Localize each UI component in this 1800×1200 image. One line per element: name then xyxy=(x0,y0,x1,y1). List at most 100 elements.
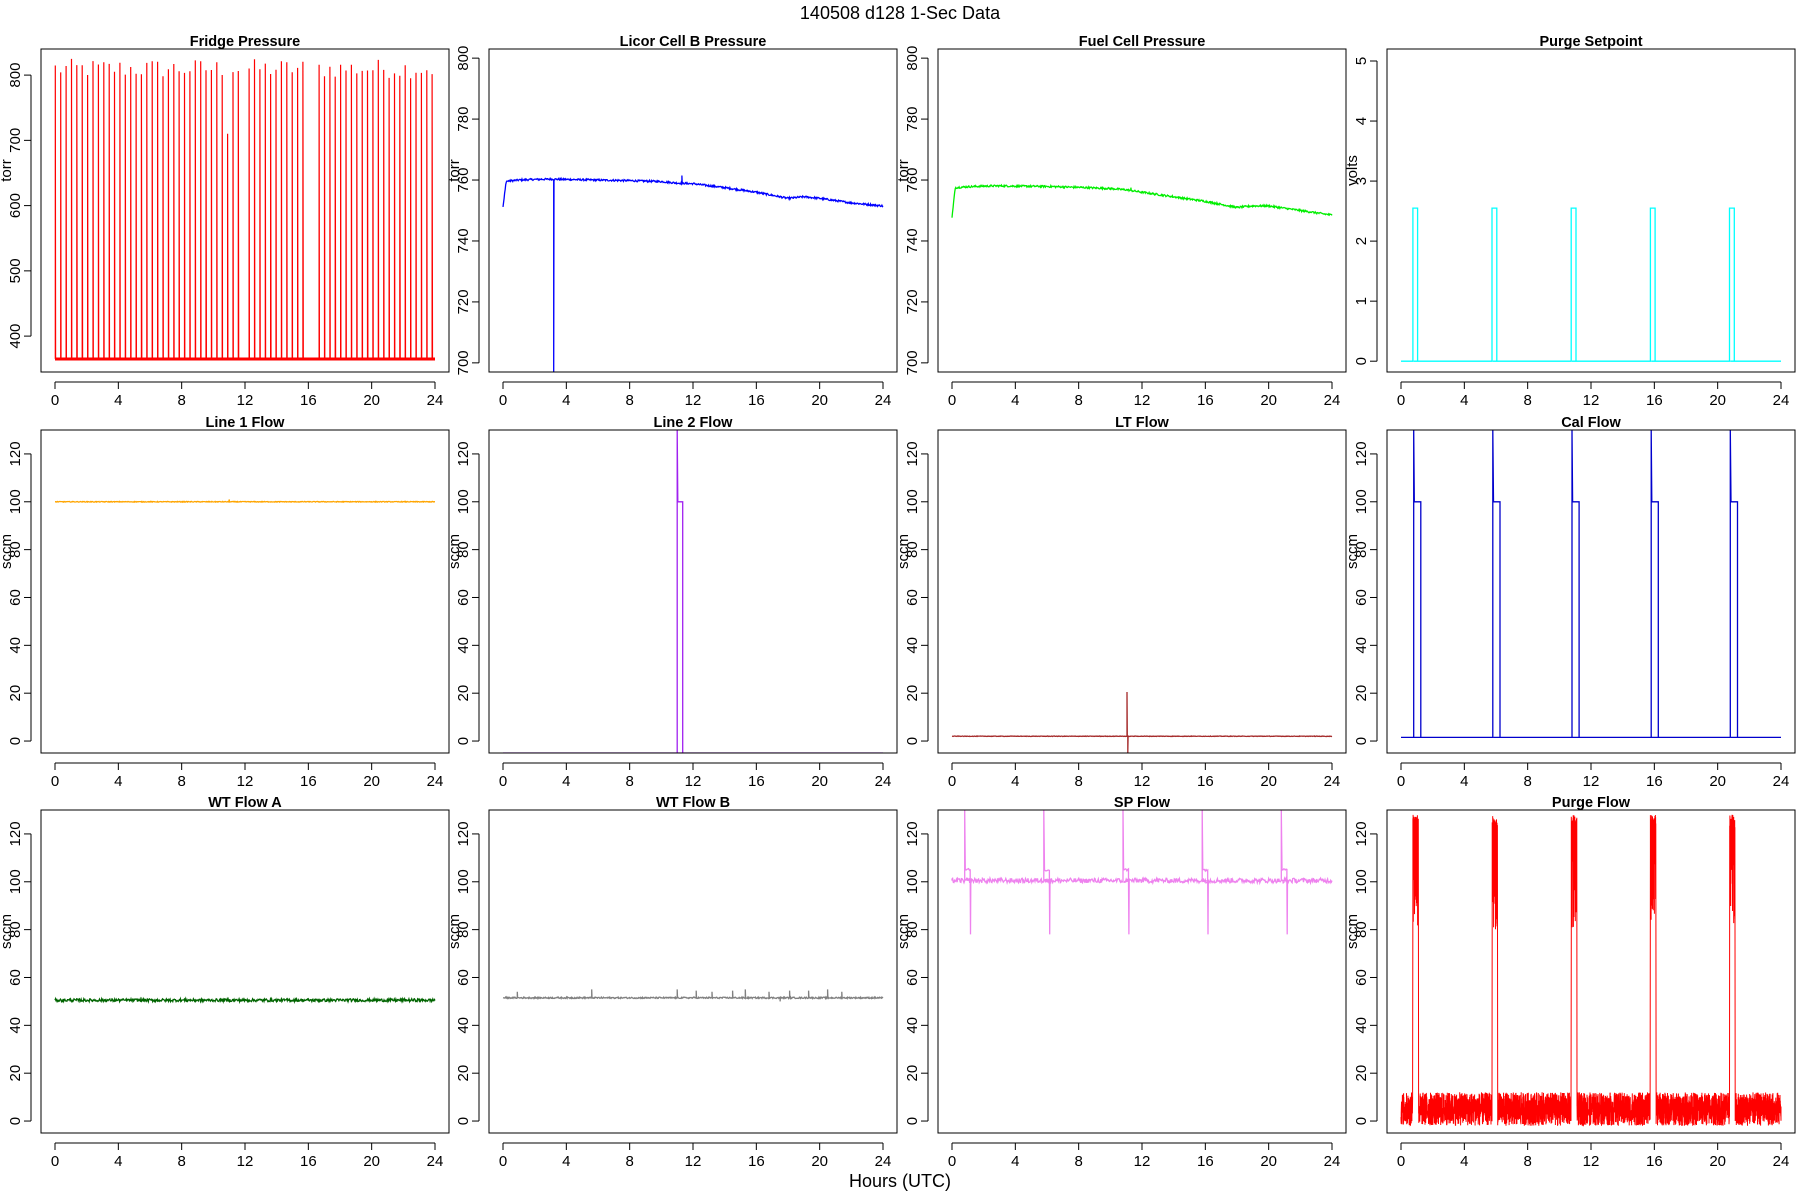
y-tick-label: 100 xyxy=(904,489,921,514)
series-trace xyxy=(502,989,884,1002)
x-tick-label: 0 xyxy=(1397,392,1405,409)
y-tick-label: 120 xyxy=(1353,441,1370,466)
x-axis: 0 4 8 12 16 20 24 xyxy=(51,762,444,790)
y-tick-label: 760 xyxy=(904,168,921,193)
y-tick-label: 20 xyxy=(904,685,921,702)
y-tick-label: 40 xyxy=(455,637,472,654)
x-tick-label: 0 xyxy=(948,773,956,790)
panel-title: LT Flow xyxy=(1115,415,1169,431)
x-tick-label: 24 xyxy=(1773,392,1790,409)
x-tick-label: 0 xyxy=(499,773,507,790)
panel-wt-flow-a: WT Flow A sccm 0 4 8 12 16 20 24 0 20 40 60 80 100 120 xyxy=(0,795,450,1170)
x-tick-label: 16 xyxy=(1646,773,1663,790)
x-tick-label: 4 xyxy=(1011,392,1019,409)
y-tick-label: 0 xyxy=(1353,737,1370,745)
y-axis: 400 500 600 700 800 xyxy=(7,63,32,349)
panel-wt-flow-b: WT Flow B sccm 0 4 8 12 16 20 24 0 20 40 60 80 100 120 xyxy=(446,795,898,1170)
y-axis-label: sccm xyxy=(446,534,463,569)
y-tick-label: 60 xyxy=(7,969,24,986)
x-tick-label: 24 xyxy=(427,773,444,790)
x-tick-label: 4 xyxy=(562,1153,570,1170)
panel-lt-flow: LT Flow sccm 0 4 8 12 16 20 24 0 20 40 60 80 100 120 xyxy=(895,415,1347,790)
y-tick-label: 20 xyxy=(1353,685,1370,702)
y-tick-label: 0 xyxy=(1353,357,1370,365)
plot-frame xyxy=(40,809,450,1134)
y-tick-label: 600 xyxy=(7,193,24,218)
y-tick-label: 80 xyxy=(7,541,24,558)
plot-frame xyxy=(937,429,1347,754)
y-tick-label: 40 xyxy=(7,637,24,654)
y-tick-label: 60 xyxy=(1353,589,1370,606)
plot-frame xyxy=(1386,809,1796,1134)
x-tick-label: 0 xyxy=(499,392,507,409)
panel-title: Fuel Cell Pressure xyxy=(1079,34,1206,50)
y-axis: 0 20 40 60 80 100 120 xyxy=(904,441,929,745)
y-tick-label: 800 xyxy=(904,46,921,71)
x-tick-label: 4 xyxy=(114,773,122,790)
x-tick-label: 8 xyxy=(1074,1153,1082,1170)
y-tick-label: 100 xyxy=(455,489,472,514)
x-tick-label: 20 xyxy=(811,1153,828,1170)
y-tick-label: 60 xyxy=(904,969,921,986)
series-trace xyxy=(951,810,1333,935)
y-tick-label: 120 xyxy=(904,441,921,466)
x-tick-label: 12 xyxy=(237,392,254,409)
y-axis: 0 20 40 60 80 100 120 xyxy=(1353,821,1378,1125)
x-tick-label: 24 xyxy=(427,1153,444,1170)
x-tick-label: 4 xyxy=(1011,1153,1019,1170)
x-tick-label: 24 xyxy=(1324,392,1341,409)
y-tick-label: 740 xyxy=(455,228,472,253)
panel-title: Line 2 Flow xyxy=(654,415,734,431)
x-tick-label: 24 xyxy=(1324,773,1341,790)
y-tick-label: 80 xyxy=(1353,921,1370,938)
y-tick-label: 0 xyxy=(455,737,472,745)
x-tick-label: 8 xyxy=(1074,773,1082,790)
y-tick-label: 20 xyxy=(455,685,472,702)
x-tick-label: 12 xyxy=(685,773,702,790)
y-axis: 700 720 740 760 780 800 xyxy=(455,46,480,375)
x-tick-label: 4 xyxy=(562,392,570,409)
y-tick-label: 40 xyxy=(1353,637,1370,654)
x-tick-label: 16 xyxy=(1646,1153,1663,1170)
x-axis: 0 4 8 12 16 20 24 xyxy=(1397,1142,1789,1170)
y-tick-label: 0 xyxy=(1353,1117,1370,1125)
y-axis: 700 720 740 760 780 800 xyxy=(904,46,929,375)
y-axis-label: sccm xyxy=(0,914,15,949)
x-tick-label: 20 xyxy=(1260,1153,1277,1170)
series-trace xyxy=(55,499,435,504)
y-tick-label: 720 xyxy=(455,289,472,314)
y-tick-label: 40 xyxy=(904,1017,921,1034)
plot-frame xyxy=(1386,48,1796,373)
y-axis: 0 20 40 60 80 100 120 xyxy=(455,441,480,745)
series-trace xyxy=(54,996,436,1005)
x-axis: 0 4 8 12 16 20 24 xyxy=(51,381,444,409)
x-tick-label: 24 xyxy=(427,392,444,409)
x-tick-label: 16 xyxy=(748,392,765,409)
y-tick-label: 120 xyxy=(455,441,472,466)
x-tick-label: 8 xyxy=(177,392,185,409)
plot-frame xyxy=(937,48,1347,373)
y-tick-label: 40 xyxy=(1353,1017,1370,1034)
panel-sp-flow: SP Flow sccm 0 4 8 12 16 20 24 0 20 40 60 80 100 120 xyxy=(895,795,1347,1170)
x-tick-label: 0 xyxy=(1397,1153,1405,1170)
y-tick-label: 60 xyxy=(455,969,472,986)
plot-frame xyxy=(488,429,898,754)
y-axis-label: torr xyxy=(0,159,15,182)
x-tick-label: 16 xyxy=(300,773,317,790)
y-tick-label: 700 xyxy=(904,350,921,375)
x-axis: 0 4 8 12 16 20 24 xyxy=(948,762,1341,790)
y-tick-label: 780 xyxy=(904,107,921,132)
y-tick-label: 120 xyxy=(7,821,24,846)
x-axis: 0 4 8 12 16 20 24 xyxy=(1397,381,1790,409)
x-tick-label: 4 xyxy=(114,1153,122,1170)
y-tick-label: 20 xyxy=(455,1065,472,1082)
x-tick-label: 16 xyxy=(748,773,765,790)
x-tick-label: 8 xyxy=(1523,392,1531,409)
y-tick-label: 780 xyxy=(455,107,472,132)
y-axis-label: volts xyxy=(1344,155,1361,186)
x-tick-label: 0 xyxy=(51,392,59,409)
panel-fridge-pressure: Fridge Pressure torr 0 4 8 12 16 20 24 400 500 600 7… xyxy=(0,34,450,409)
panel-title: Line 1 Flow xyxy=(206,415,286,431)
